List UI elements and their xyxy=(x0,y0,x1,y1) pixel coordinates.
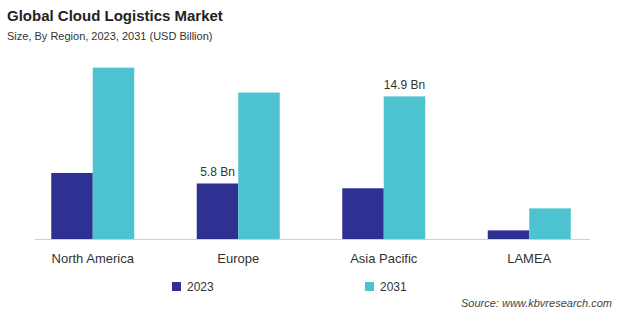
category-label: Asia Pacific xyxy=(350,251,418,266)
subtitle: Size, By Region, 2023, 2031 (USD Billion… xyxy=(7,30,212,42)
bar xyxy=(384,96,426,239)
bars xyxy=(51,68,571,239)
category-label: North America xyxy=(52,251,135,266)
bar xyxy=(238,93,280,239)
bar xyxy=(342,188,384,239)
bar xyxy=(197,183,239,239)
legend-swatch xyxy=(172,282,181,291)
source: Source: www.kbvresearch.com xyxy=(461,297,612,309)
baseline xyxy=(35,239,590,240)
legend-label: 2031 xyxy=(380,280,407,294)
legend: 2023 2031 xyxy=(172,280,407,294)
chart: Global Cloud Logistics Market Size, By Re… xyxy=(0,0,619,322)
bar xyxy=(51,173,93,239)
bar xyxy=(488,230,530,239)
title: Global Cloud Logistics Market xyxy=(7,7,223,24)
data-label: 14.9 Bn xyxy=(384,78,425,92)
legend-label: 2023 xyxy=(187,280,214,294)
bar xyxy=(529,208,571,239)
labels: 5.8 Bn 14.9 Bn xyxy=(200,78,425,179)
category-label: LAMEA xyxy=(507,251,551,266)
bar xyxy=(93,68,135,239)
category-label: Europe xyxy=(217,251,259,266)
data-label: 5.8 Bn xyxy=(200,165,235,179)
legend-swatch xyxy=(365,282,374,291)
